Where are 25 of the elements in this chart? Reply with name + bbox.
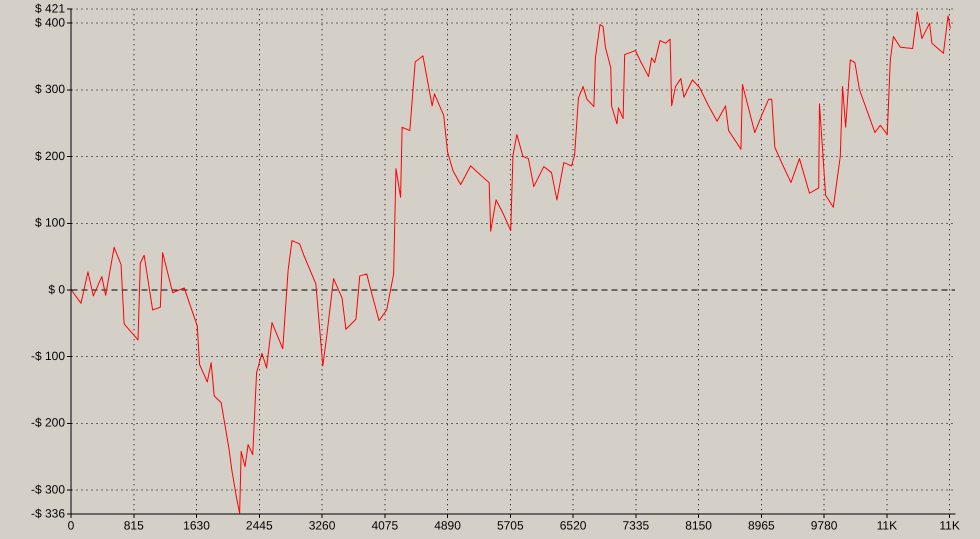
- y-tick-label: -$ 300: [30, 482, 66, 496]
- x-tick-label: 11K: [876, 518, 898, 533]
- y-tick-label: -$ 336: [30, 506, 66, 520]
- x-tick-label: 4075: [371, 518, 398, 533]
- y-tick-label: $ 0: [48, 282, 66, 296]
- x-tick-label: 0: [68, 518, 75, 533]
- y-tick-label: $ 421: [34, 2, 66, 16]
- y-tick-label: $ 200: [34, 148, 66, 163]
- y-tick-label: $ 300: [34, 82, 66, 96]
- x-tick-label: 5705: [496, 518, 524, 533]
- x-tick-label: 1630: [183, 518, 210, 533]
- x-tick-label: 4890: [434, 518, 462, 533]
- y-tick-label: -$ 200: [30, 416, 66, 430]
- x-tick-label: 8150: [685, 518, 712, 533]
- y-tick-label: -$ 100: [30, 348, 66, 363]
- y-tick-label: $ 100: [34, 216, 66, 230]
- x-tick-label: 815: [124, 518, 144, 533]
- x-tick-label: 8965: [748, 518, 776, 533]
- x-tick-label: 11K: [939, 518, 960, 533]
- y-tick-label: $ 400: [34, 16, 66, 30]
- x-tick-label: 3260: [308, 518, 336, 533]
- x-tick-label: 2445: [246, 518, 273, 533]
- x-tick-label: 9780: [810, 518, 838, 533]
- x-tick-label: 7335: [622, 518, 650, 533]
- x-tick-label: 6520: [560, 518, 587, 533]
